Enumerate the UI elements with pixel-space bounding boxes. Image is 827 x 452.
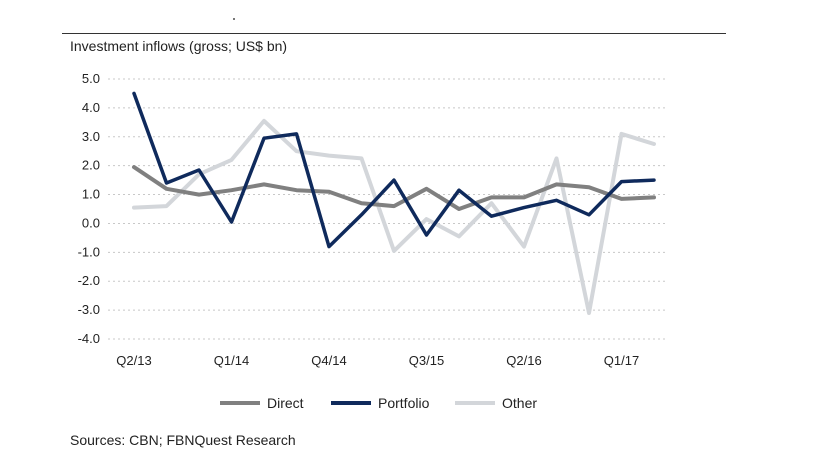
y-axis-ticks: 5.0 4.0 3.0 2.0 1.0 0.0 -1.0 -2.0 -3.0 -4.0 [78, 71, 100, 346]
y-tick-label: 3.0 [82, 129, 100, 144]
x-tick-label: Q1/17 [604, 353, 639, 368]
x-axis-ticks: Q2/13 Q1/14 Q4/14 Q3/15 Q2/16 Q1/17 [116, 353, 639, 368]
y-tick-label: 1.0 [82, 187, 100, 202]
source-note: Sources: CBN; FBNQuest Research [70, 432, 296, 448]
y-tick-label: -1.0 [78, 244, 100, 259]
x-tick-label: Q3/15 [409, 353, 444, 368]
series-line-other [132, 118, 656, 315]
header-rule [62, 33, 726, 34]
header-mark [233, 18, 235, 20]
legend-label-direct: Direct [267, 395, 304, 411]
grid-lines [108, 78, 668, 340]
y-tick-label: -3.0 [78, 302, 100, 317]
y-tick-label: 2.0 [82, 158, 100, 173]
x-tick-label: Q4/14 [311, 353, 346, 368]
y-tick-label: -4.0 [78, 331, 100, 346]
series-line-direct [132, 165, 656, 211]
series-line-portfolio [132, 91, 656, 249]
chart-title: Investment inflows (gross; US$ bn) [70, 38, 288, 54]
y-tick-label: 0.0 [82, 215, 100, 230]
series-lines [132, 91, 656, 315]
x-tick-label: Q2/13 [116, 353, 151, 368]
y-tick-label: 4.0 [82, 100, 100, 115]
x-tick-label: Q2/16 [506, 353, 541, 368]
y-tick-label: -2.0 [78, 273, 100, 288]
x-tick-label: Q1/14 [214, 353, 249, 368]
legend: Direct Portfolio Other [220, 395, 537, 411]
legend-label-portfolio: Portfolio [378, 395, 430, 411]
legend-label-other: Other [502, 395, 537, 411]
y-tick-label: 5.0 [82, 71, 100, 86]
